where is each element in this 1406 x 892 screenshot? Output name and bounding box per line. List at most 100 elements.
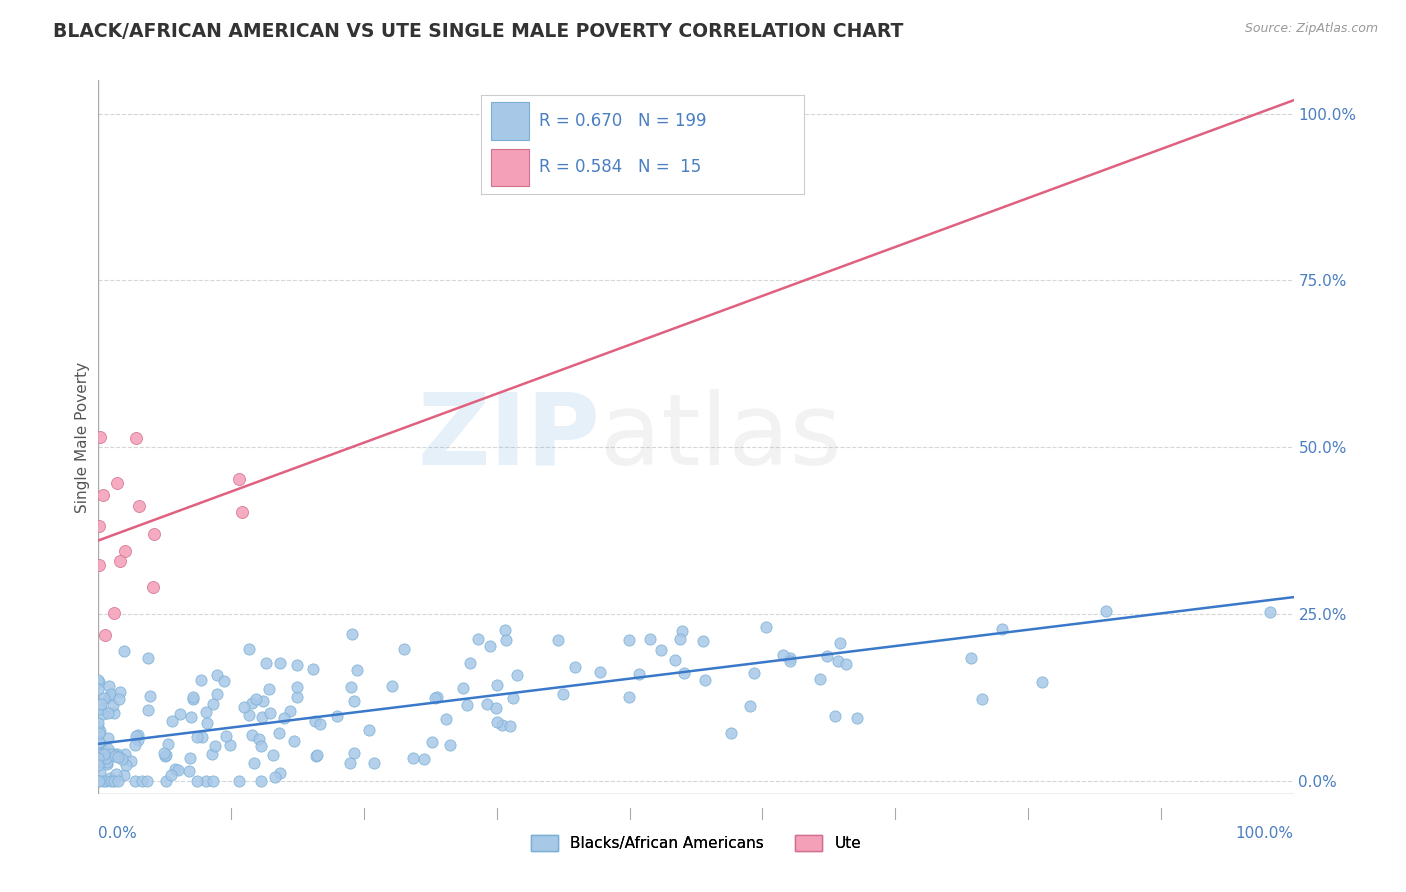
Point	[89, 724, 111, 739]
Point	[285, 658, 308, 673]
Y-axis label: Single Male Poverty: Single Male Poverty	[75, 361, 90, 513]
Point	[195, 705, 218, 719]
Point	[287, 690, 309, 705]
Point	[90, 739, 112, 753]
Point	[87, 773, 110, 788]
Point	[89, 430, 111, 444]
Point	[240, 728, 263, 742]
Text: atlas: atlas	[600, 389, 842, 485]
Point	[153, 748, 176, 763]
Point	[692, 634, 714, 648]
Point	[205, 668, 228, 682]
Point	[247, 731, 270, 746]
Point	[238, 707, 260, 722]
Point	[167, 763, 190, 777]
Point	[547, 633, 569, 648]
Point	[87, 757, 110, 772]
Point	[97, 706, 120, 720]
Point	[502, 691, 524, 706]
Point	[451, 681, 474, 695]
Point	[179, 764, 201, 779]
Point	[124, 738, 146, 752]
Point	[628, 666, 651, 681]
Point	[1031, 674, 1053, 689]
Point	[426, 690, 449, 704]
Point	[273, 711, 295, 725]
Point	[87, 673, 110, 687]
Point	[190, 673, 212, 687]
Point	[413, 752, 436, 766]
Point	[285, 681, 308, 695]
Point	[136, 650, 159, 665]
Point	[96, 757, 118, 772]
Point	[107, 773, 129, 788]
Point	[772, 648, 794, 662]
Point	[228, 472, 250, 486]
Point	[155, 773, 177, 788]
Point	[262, 748, 284, 763]
Point	[94, 751, 117, 765]
Point	[105, 475, 128, 490]
Point	[93, 690, 115, 705]
Point	[139, 689, 162, 703]
Point	[96, 755, 118, 769]
Point	[87, 726, 110, 740]
Point	[186, 730, 208, 744]
Point	[98, 771, 121, 785]
Point	[103, 773, 125, 788]
Point	[302, 663, 325, 677]
Point	[215, 729, 238, 743]
Point	[672, 665, 695, 680]
Point	[100, 747, 122, 761]
Point	[101, 698, 124, 713]
Point	[242, 696, 264, 710]
Point	[485, 700, 508, 714]
Point	[486, 678, 509, 692]
Point	[233, 700, 256, 714]
Point	[959, 651, 981, 665]
Point	[153, 746, 176, 760]
Point	[231, 506, 253, 520]
Point	[97, 731, 120, 745]
Point	[252, 693, 274, 707]
Point	[179, 751, 201, 765]
Point	[779, 654, 801, 668]
Point	[100, 773, 122, 788]
Point	[846, 711, 869, 725]
Point	[91, 773, 114, 788]
Point	[89, 752, 111, 766]
Point	[104, 766, 127, 780]
Point	[128, 499, 150, 513]
Point	[169, 707, 191, 722]
Text: 0.0%: 0.0%	[98, 826, 138, 841]
Point	[755, 620, 778, 634]
Point	[278, 704, 301, 718]
Point	[742, 665, 765, 680]
Point	[125, 431, 148, 445]
Point	[363, 756, 385, 770]
Point	[304, 714, 326, 729]
Point	[740, 698, 762, 713]
Point	[97, 741, 120, 756]
Point	[212, 674, 235, 689]
Point	[94, 773, 117, 788]
Point	[346, 663, 368, 677]
Point	[779, 651, 801, 665]
Point	[90, 754, 112, 768]
Point	[1260, 605, 1282, 619]
Point	[195, 773, 218, 788]
Point	[97, 679, 120, 693]
Point	[90, 701, 112, 715]
Point	[340, 681, 363, 695]
Point	[991, 622, 1014, 636]
Point	[186, 773, 208, 788]
Point	[181, 690, 204, 704]
Point	[824, 709, 846, 723]
Legend: Blacks/African Americans, Ute: Blacks/African Americans, Ute	[524, 829, 868, 857]
Point	[105, 747, 128, 761]
Point	[970, 692, 993, 706]
Point	[87, 735, 110, 749]
Point	[127, 732, 149, 747]
Point	[90, 697, 112, 711]
Point	[259, 706, 281, 721]
